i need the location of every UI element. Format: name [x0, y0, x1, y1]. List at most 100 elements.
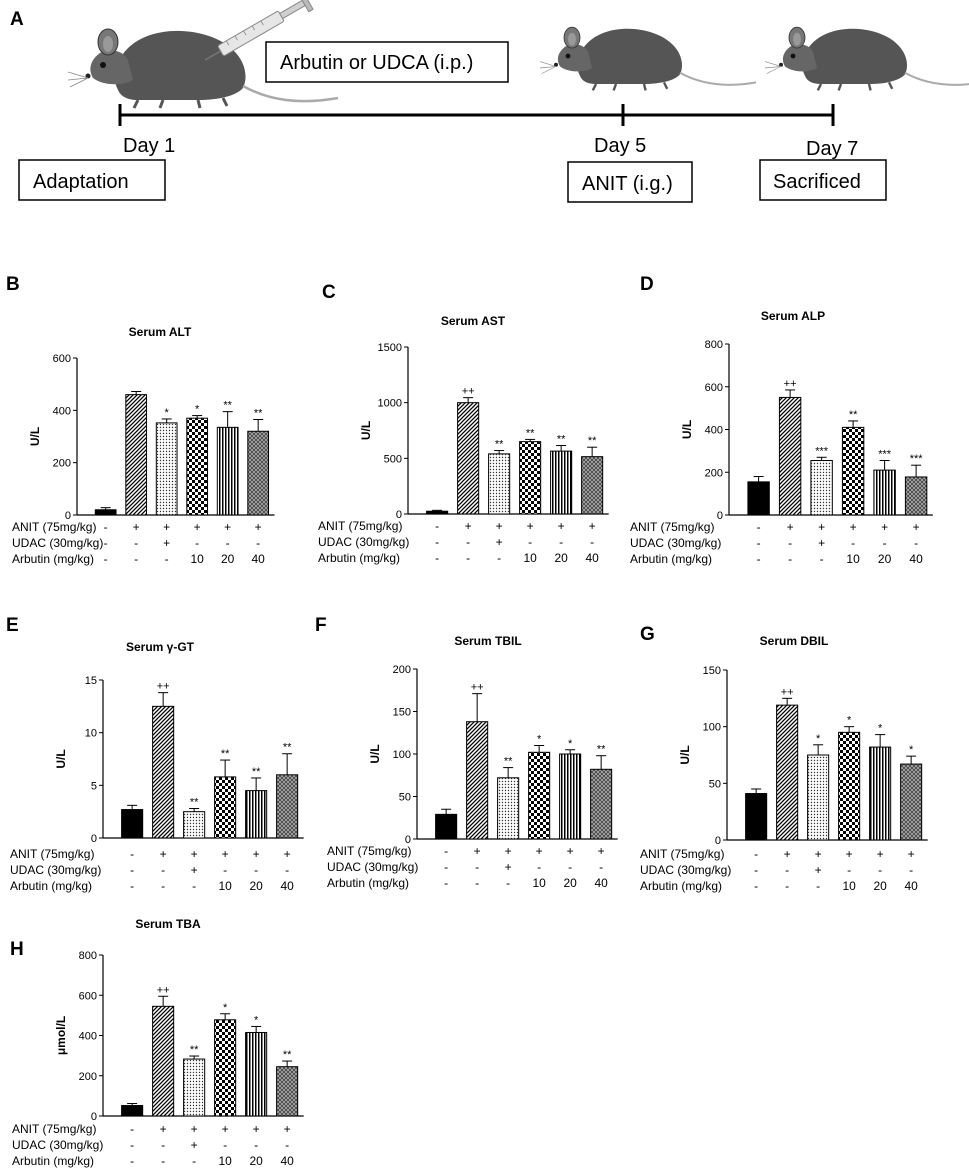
y-tick-label: 600	[705, 382, 723, 394]
significance-mark: *	[909, 744, 914, 756]
y-tick-label: 600	[53, 353, 71, 365]
syringe-illustration	[204, 0, 314, 61]
group-symbol: 20	[249, 1154, 263, 1168]
bar-group-3	[488, 453, 511, 515]
group-symbol: 10	[218, 1154, 232, 1168]
y-tick-label: 200	[705, 467, 723, 479]
group-symbol: +	[784, 847, 791, 861]
group-symbol: -	[104, 536, 108, 550]
treatment-label: Arbutin or UDCA (i.p.)	[280, 52, 473, 74]
group-symbol: 20	[563, 876, 577, 890]
row-label-udac: UDAC (30mg/kg)	[12, 1138, 103, 1152]
y-tick-label: 0	[91, 833, 97, 845]
y-axis-label: U/L	[359, 421, 373, 440]
group-symbol: +	[913, 520, 920, 534]
group-symbol: -	[161, 879, 165, 893]
group-symbol: +	[255, 520, 262, 534]
bar-group-3	[183, 811, 206, 839]
group-symbol: 40	[594, 876, 608, 890]
significance-mark: **	[283, 1049, 292, 1061]
group-symbol: 20	[249, 879, 263, 893]
group-symbol: +	[191, 1138, 198, 1152]
significance-mark: **	[557, 434, 566, 446]
group-symbol: -	[878, 863, 882, 877]
bar-group-3	[807, 754, 830, 841]
row-label-arbutin: Arbutin (mg/kg)	[318, 551, 400, 565]
chart-title: Serum γ-GT	[126, 640, 195, 654]
significance-mark: ++	[784, 378, 797, 390]
group-symbol: -	[161, 1154, 165, 1168]
significance-mark: ***	[815, 445, 829, 457]
day7-label: Day 7	[806, 138, 858, 160]
group-symbol: -	[754, 863, 758, 877]
group-symbol: +	[465, 519, 472, 533]
group-symbol: -	[192, 1154, 196, 1168]
group-symbol: -	[599, 860, 603, 874]
row-label-udac: UDAC (30mg/kg)	[640, 863, 731, 877]
group-symbol: -	[435, 551, 439, 565]
group-symbol: +	[505, 860, 512, 874]
y-tick-label: 50	[399, 792, 411, 804]
y-tick-label: 50	[709, 778, 721, 790]
y-tick-label: 5	[91, 780, 97, 792]
row-label-arbutin: Arbutin (mg/kg)	[327, 876, 409, 890]
significance-mark: **	[190, 1044, 199, 1056]
group-symbol: -	[256, 536, 260, 550]
y-axis-label: U/L	[680, 420, 694, 439]
group-symbol: 40	[904, 879, 918, 893]
significance-mark: ***	[910, 453, 924, 465]
anit-label: ANIT (i.g.)	[582, 173, 673, 195]
group-symbol: -	[195, 536, 199, 550]
significance-mark: **	[849, 409, 858, 421]
chart-title: Serum TBA	[135, 917, 201, 931]
chart-title: Serum ALT	[129, 325, 192, 339]
group-symbol: +	[253, 1122, 260, 1136]
y-tick-label: 150	[393, 707, 411, 719]
day5-label: Day 5	[594, 135, 646, 157]
group-symbol: +	[815, 863, 822, 877]
row-label-anit: ANIT (75mg/kg)	[12, 520, 96, 534]
chart-title: Serum AST	[441, 314, 506, 328]
group-symbol: -	[285, 863, 289, 877]
y-tick-label: 0	[405, 834, 411, 846]
group-symbol: -	[847, 863, 851, 877]
bar-group-6	[581, 456, 604, 515]
significance-mark: ++	[157, 984, 170, 996]
group-symbol: -	[161, 1138, 165, 1152]
group-symbol: +	[163, 520, 170, 534]
y-tick-label: 15	[85, 675, 97, 687]
y-tick-label: 200	[53, 458, 71, 470]
group-symbol: 40	[280, 1154, 294, 1168]
group-symbol: -	[444, 876, 448, 890]
y-axis-label: U/L	[368, 744, 382, 763]
row-label-arbutin: Arbutin (mg/kg)	[12, 1154, 94, 1168]
mouse-illustration-day5	[538, 26, 758, 92]
group-symbol: +	[527, 519, 534, 533]
group-symbol: -	[754, 847, 758, 861]
group-symbol: 40	[251, 552, 265, 566]
row-label-udac: UDAC (30mg/kg)	[318, 535, 409, 549]
group-symbol: +	[284, 1122, 291, 1136]
bar-group-1	[745, 793, 768, 841]
bar-group-4	[841, 426, 865, 516]
bar-group-4	[528, 751, 551, 840]
group-symbol: -	[909, 863, 913, 877]
group-symbol: -	[883, 536, 887, 550]
row-label-anit: ANIT (75mg/kg)	[640, 847, 724, 861]
bar-group-6	[590, 768, 613, 840]
group-symbol: -	[757, 520, 761, 534]
significance-mark: **	[252, 766, 261, 778]
significance-mark: ++	[462, 386, 475, 398]
group-symbol: 40	[585, 551, 599, 565]
bar-group-5	[550, 450, 573, 515]
bar-group-5	[245, 1031, 268, 1117]
group-symbol: -	[223, 863, 227, 877]
group-symbol: -	[254, 1138, 258, 1152]
bar-group-5	[869, 746, 892, 841]
group-symbol: +	[815, 847, 822, 861]
group-symbol: +	[567, 844, 574, 858]
